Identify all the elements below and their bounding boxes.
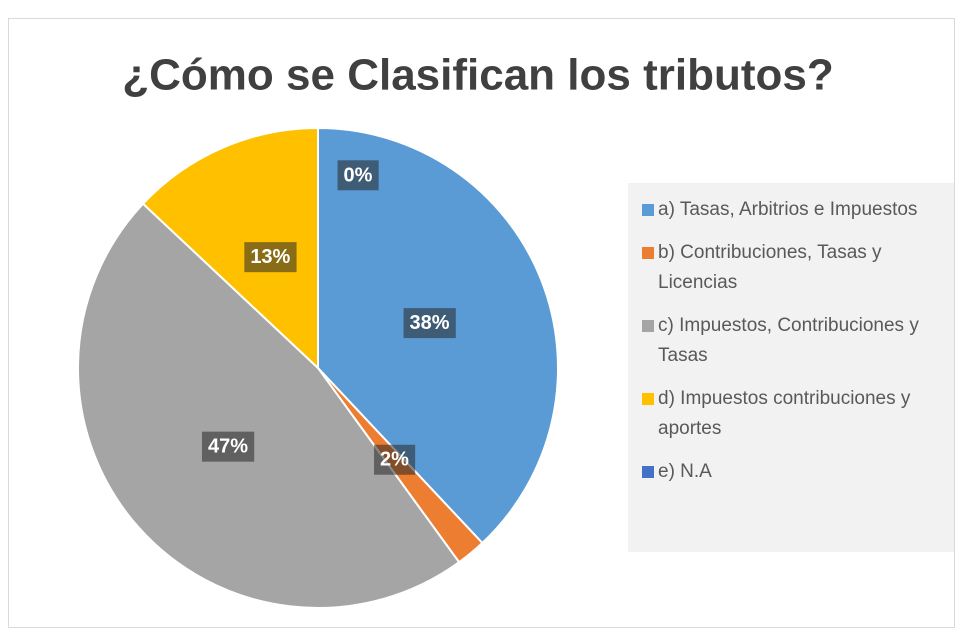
legend-item: d) Impuestos contribuciones y aportes bbox=[642, 384, 946, 444]
chart-title: ¿Cómo se Clasifican los tributos? bbox=[122, 51, 833, 100]
legend-label: c) Impuestos, Contribuciones y Tasas bbox=[658, 315, 919, 366]
data-label: 13% bbox=[244, 242, 297, 273]
data-label-bg bbox=[374, 444, 416, 475]
legend: a) Tasas, Arbitrios e Impuestos b) Contri… bbox=[628, 183, 954, 552]
legend-item: b) Contribuciones, Tasas y Licencias bbox=[642, 238, 946, 298]
data-label-bg bbox=[337, 160, 379, 191]
legend-item: e) N.A bbox=[642, 457, 946, 487]
data-label-text: 13% bbox=[250, 246, 290, 268]
data-label-text: 47% bbox=[208, 436, 248, 458]
data-label-bg bbox=[403, 308, 456, 339]
data-label-text: 2% bbox=[380, 449, 409, 471]
pie bbox=[77, 126, 559, 609]
legend-label: b) Contribuciones, Tasas y Licencias bbox=[658, 242, 882, 293]
data-label-bg bbox=[201, 431, 255, 462]
legend-item: a) Tasas, Arbitrios e Impuestos bbox=[642, 195, 946, 225]
legend-label: d) Impuestos contribuciones y aportes bbox=[658, 388, 911, 439]
legend-label: e) N.A bbox=[658, 461, 712, 482]
legend-swatch bbox=[642, 393, 654, 405]
legend-swatch bbox=[642, 247, 654, 259]
data-label: 2% bbox=[374, 444, 416, 475]
data-label: 47% bbox=[201, 431, 255, 462]
legend-swatch bbox=[642, 320, 654, 332]
legend-swatch bbox=[642, 466, 654, 478]
data-label-bg bbox=[244, 242, 297, 273]
legend-item: c) Impuestos, Contribuciones y Tasas bbox=[642, 311, 946, 371]
legend-swatch bbox=[642, 204, 654, 216]
data-labels: 38% 2% 47% 13% 0% bbox=[201, 160, 456, 475]
data-label-text: 38% bbox=[410, 312, 450, 334]
data-label-text: 0% bbox=[344, 164, 373, 186]
data-label: 0% bbox=[337, 160, 379, 191]
pie-slice bbox=[141, 126, 319, 371]
legend-label: a) Tasas, Arbitrios e Impuestos bbox=[658, 199, 918, 220]
data-label: 38% bbox=[403, 308, 456, 339]
pie-slice bbox=[77, 202, 461, 609]
